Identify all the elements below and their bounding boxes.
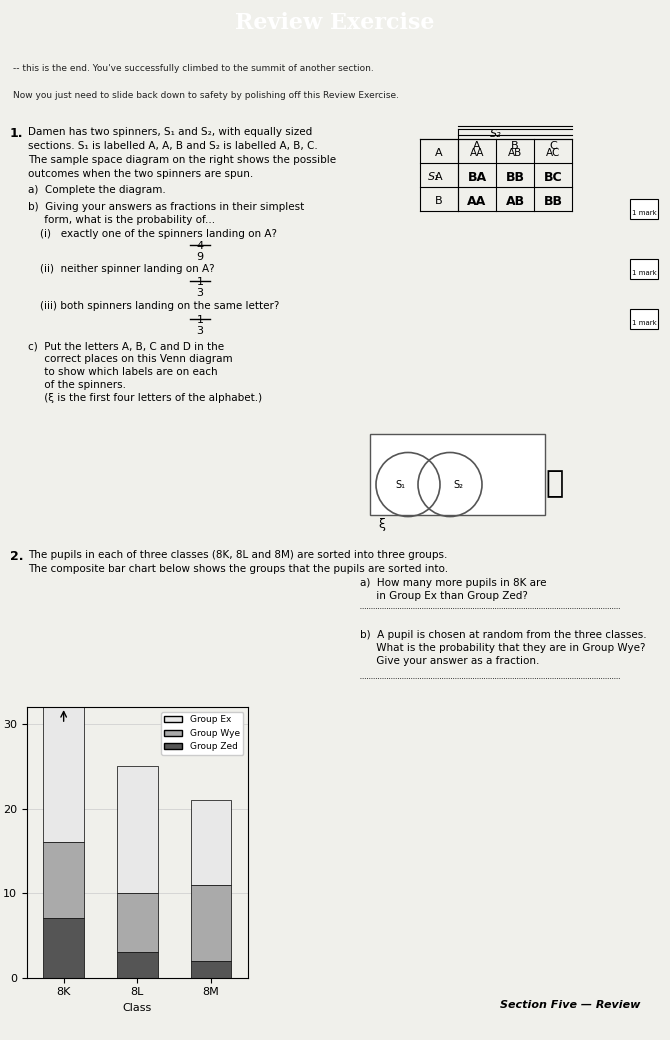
Text: AA: AA [468,194,486,208]
Text: outcomes when the two spinners are spun.: outcomes when the two spinners are spun. [28,170,253,179]
X-axis label: Class: Class [123,1003,152,1013]
Text: B: B [511,141,519,151]
Text: The composite bar chart below shows the groups that the pupils are sorted into.: The composite bar chart below shows the … [28,564,448,574]
Text: S₁: S₁ [395,479,405,490]
Bar [44,842,84,918]
Text: A: A [436,173,443,182]
Text: 4: 4 [196,241,204,252]
Text: correct places on this Venn diagram: correct places on this Venn diagram [28,355,232,364]
Text: in Group Ex than Group Zed?: in Group Ex than Group Zed? [360,591,528,601]
Text: 🧗: 🧗 [545,469,563,498]
Text: BA: BA [468,171,486,184]
Bar [191,885,231,961]
Text: a)  Complete the diagram.: a) Complete the diagram. [28,185,165,196]
Text: (i)   exactly one of the spinners landing on A?: (i) exactly one of the spinners landing … [40,229,277,239]
Bar [117,893,157,953]
Text: b)  A pupil is chosen at random from the three classes.: b) A pupil is chosen at random from the … [360,629,647,640]
Text: 2.: 2. [10,549,23,563]
Bar [191,961,231,978]
Bar [630,309,658,330]
Text: The sample space diagram on the right shows the possible: The sample space diagram on the right sh… [28,155,336,165]
Text: a)  How many more pupils in 8K are: a) How many more pupils in 8K are [360,577,547,588]
Bar [44,674,84,842]
Text: 1.: 1. [10,127,23,140]
Text: Section Five — Review: Section Five — Review [500,1000,641,1010]
Text: BB: BB [505,171,525,184]
Text: What is the probability that they are in Group Wye?: What is the probability that they are in… [360,643,645,653]
Bar [191,800,231,885]
Text: 9: 9 [196,253,204,262]
Text: 1 mark: 1 mark [632,210,657,216]
Text: 1: 1 [196,278,204,287]
Text: The pupils in each of three classes (8K, 8L and 8M) are sorted into three groups: The pupils in each of three classes (8K,… [28,549,448,560]
Legend: Group Ex, Group Wye, Group Zed: Group Ex, Group Wye, Group Zed [161,711,243,755]
Text: 1 mark: 1 mark [632,320,657,327]
Bar [44,918,84,978]
Text: Damen has two spinners, S₁ and S₂, with equally sized: Damen has two spinners, S₁ and S₂, with … [28,127,312,137]
Text: Now you just need to slide back down to safety by polishing off this Review Exer: Now you just need to slide back down to … [13,90,399,100]
Text: form, what is the probability of...: form, what is the probability of... [28,215,215,226]
Text: C: C [549,141,557,151]
Bar [117,953,157,978]
Text: Give your answer as a fraction.: Give your answer as a fraction. [360,655,539,666]
Bar [117,766,157,893]
Bar [630,259,658,280]
Text: 1: 1 [196,315,204,326]
Text: S₁: S₁ [428,173,440,182]
Text: B: B [436,197,443,206]
Text: AA: AA [470,149,484,158]
Text: BC: BC [543,171,562,184]
Text: AB: AB [508,149,522,158]
Text: AC: AC [546,149,560,158]
Text: A: A [473,141,481,151]
Text: S₂: S₂ [453,479,463,490]
Text: b)  Giving your answers as fractions in their simplest: b) Giving your answers as fractions in t… [28,202,304,212]
Bar [370,435,545,515]
Text: 3: 3 [196,327,204,336]
Text: (ξ is the first four letters of the alphabet.): (ξ is the first four letters of the alph… [28,393,262,404]
Text: -- this is the end. You've successfully climbed to the summit of another section: -- this is the end. You've successfully … [13,64,374,73]
Text: Review Exercise: Review Exercise [235,12,435,34]
Text: AB: AB [505,194,525,208]
Text: BB: BB [543,194,563,208]
Text: (iii) both spinners landing on the same letter?: (iii) both spinners landing on the same … [40,302,279,311]
Text: 3: 3 [196,288,204,298]
Text: of the spinners.: of the spinners. [28,381,126,390]
Text: sections. S₁ is labelled A, A, B and S₂ is labelled A, B, C.: sections. S₁ is labelled A, A, B and S₂ … [28,141,318,151]
Text: ξ: ξ [378,518,385,530]
Text: to show which labels are on each: to show which labels are on each [28,367,218,378]
Text: S₂: S₂ [490,129,502,139]
Text: c)  Put the letters A, B, C and D in the: c) Put the letters A, B, C and D in the [28,341,224,352]
Text: 1 mark: 1 mark [632,270,657,277]
Text: (ii)  neither spinner landing on A?: (ii) neither spinner landing on A? [40,264,214,275]
Bar [630,200,658,219]
Text: A: A [436,149,443,158]
